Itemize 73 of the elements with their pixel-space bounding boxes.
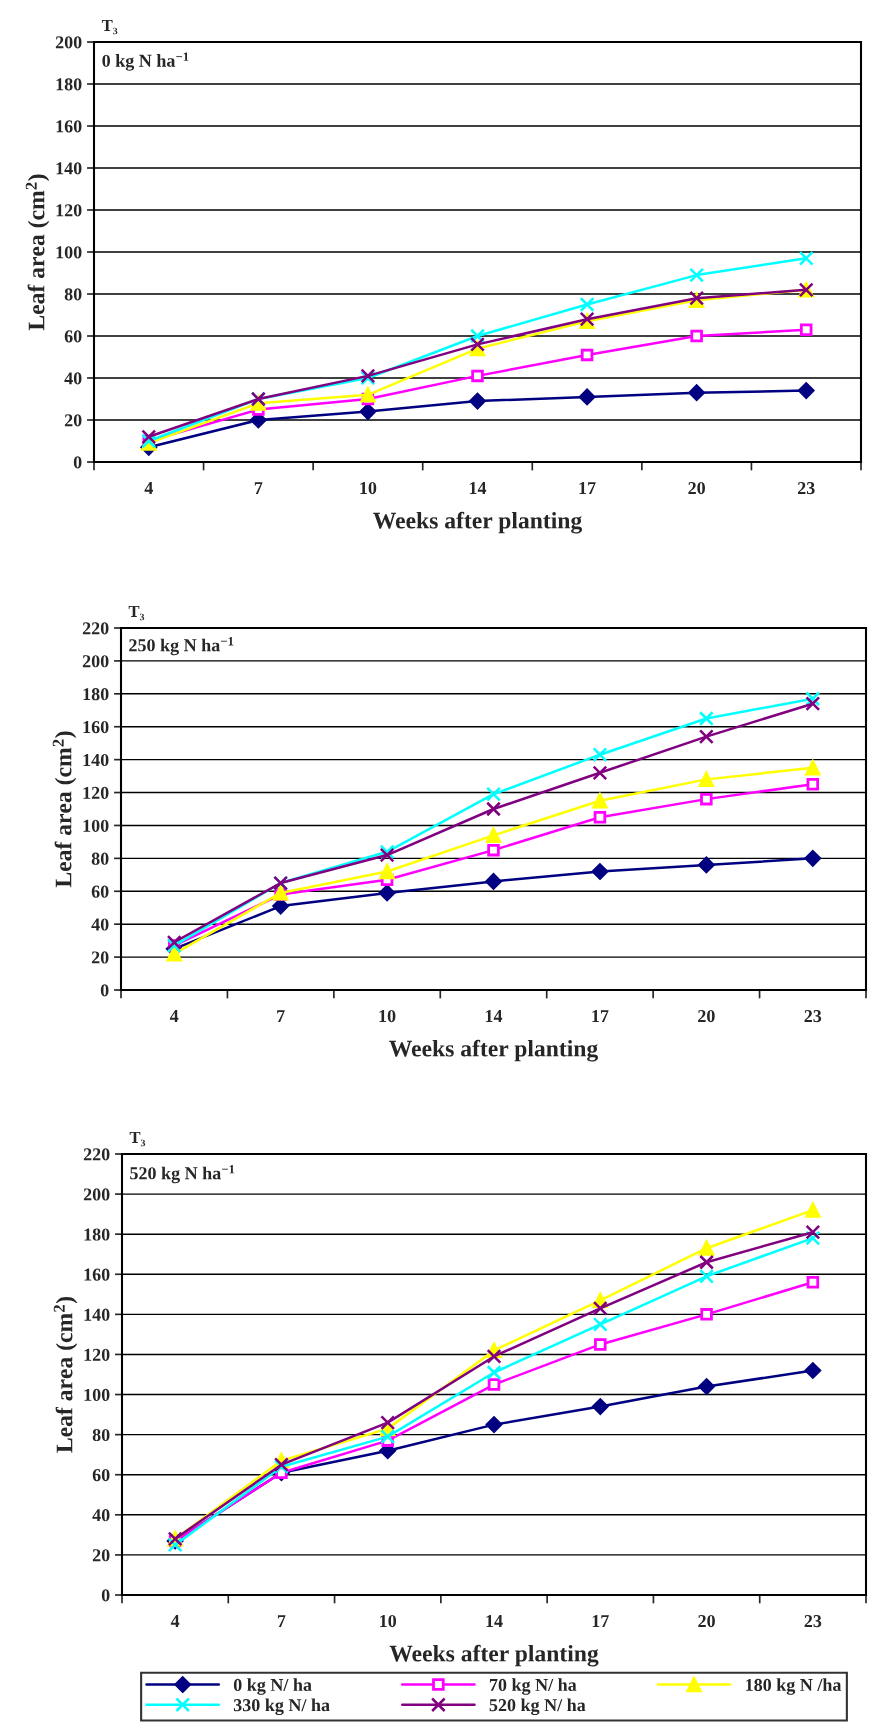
y-tick-label: 20 [92,1549,110,1562]
x-tick-label: 14 [486,1615,503,1627]
y-tick-label: 140 [56,162,82,175]
legend-label: 70 kg N/ ha [489,1678,577,1695]
x-tick-label: 20 [698,1614,715,1628]
y-tick-label: 0 [73,456,82,469]
y-axis-title: Leaf area (cm$^{2}$) [52,731,77,888]
y-tick-label: 100 [84,1388,110,1401]
y-tick-label: 40 [64,372,82,385]
annotation: 0 kg N ha$^{−1}$ [102,52,189,71]
x-axis-title: Weeks after planting [389,1644,599,1667]
x-tick-label: 23 [804,1010,822,1023]
y-tick-label: 80 [64,288,82,301]
y-tick-label: 120 [84,1348,110,1361]
y-tick-label: 0 [101,1589,110,1602]
chart-title: T₃ [101,19,118,35]
y-tick-label: 220 [82,622,109,635]
x-tick-label: 23 [797,482,815,495]
y-tick-label: 140 [83,753,109,767]
x-tick-label: 7 [277,1615,286,1627]
y-tick-label: 60 [92,1468,110,1482]
x-tick-label: 4 [169,1010,179,1022]
chart-title: T₃ [128,605,145,621]
y-tick-label: 0 [100,984,109,997]
y-tick-label: 40 [91,918,109,931]
x-tick-label: 17 [579,482,596,494]
x-axis-title: Weeks after planting [373,511,582,534]
y-axis-title: Leaf area (cm$^{2}$) [53,1297,78,1453]
y-tick-label: 180 [84,1228,110,1241]
annotation: 520 kg N ha$^{−1}$ [130,1165,235,1184]
x-tick-label: 20 [698,1009,715,1023]
y-tick-label: 20 [64,414,82,427]
x-tick-label: 4 [144,482,153,494]
y-tick-label: 140 [84,1308,110,1321]
y-tick-label: 60 [64,330,82,343]
y-tick-label: 200 [82,655,109,668]
legend-label: 180 kg N /ha [746,1678,842,1695]
y-tick-label: 220 [83,1148,110,1161]
x-tick-label: 17 [592,1615,609,1627]
y-tick-label: 40 [92,1509,110,1522]
legend-label: 0 kg N/ ha [233,1678,312,1695]
y-tick-label: 160 [83,720,109,734]
y-tick-label: 120 [56,204,82,217]
y-tick-label: 20 [91,951,109,964]
y-tick-label: 200 [55,36,82,49]
x-tick-label: 23 [804,1615,822,1628]
x-tick-label: 7 [254,482,263,494]
y-axis-title: Leaf area (cm$^{2}$) [25,174,50,331]
x-tick-label: 10 [379,1009,396,1023]
y-tick-label: 100 [83,819,109,832]
x-tick-label: 14 [469,482,487,494]
legend-label: 520 kg N/ ha [489,1698,586,1716]
x-tick-label: 20 [688,481,705,495]
x-tick-label: 10 [360,481,377,495]
x-tick-label: 4 [170,1615,180,1627]
y-tick-label: 200 [83,1188,110,1201]
y-tick-label: 80 [91,852,109,865]
x-axis-title: Weeks after planting [389,1039,598,1062]
y-tick-label: 180 [83,688,109,701]
y-tick-label: 60 [91,885,109,898]
chart-title: T₃ [129,1131,146,1147]
y-tick-label: 160 [56,120,82,133]
x-tick-label: 7 [277,1010,285,1022]
y-tick-label: 100 [56,246,82,259]
y-tick-label: 160 [84,1268,110,1281]
y-tick-label: 180 [56,78,82,91]
x-tick-label: 14 [485,1010,503,1022]
y-tick-label: 120 [83,786,109,799]
annotation: 250 kg N ha$^{−1}$ [129,637,234,656]
x-tick-label: 17 [592,1010,609,1022]
legend-label: 330 kg N/ ha [233,1698,330,1716]
x-tick-label: 10 [380,1614,397,1628]
y-tick-label: 80 [92,1428,110,1442]
